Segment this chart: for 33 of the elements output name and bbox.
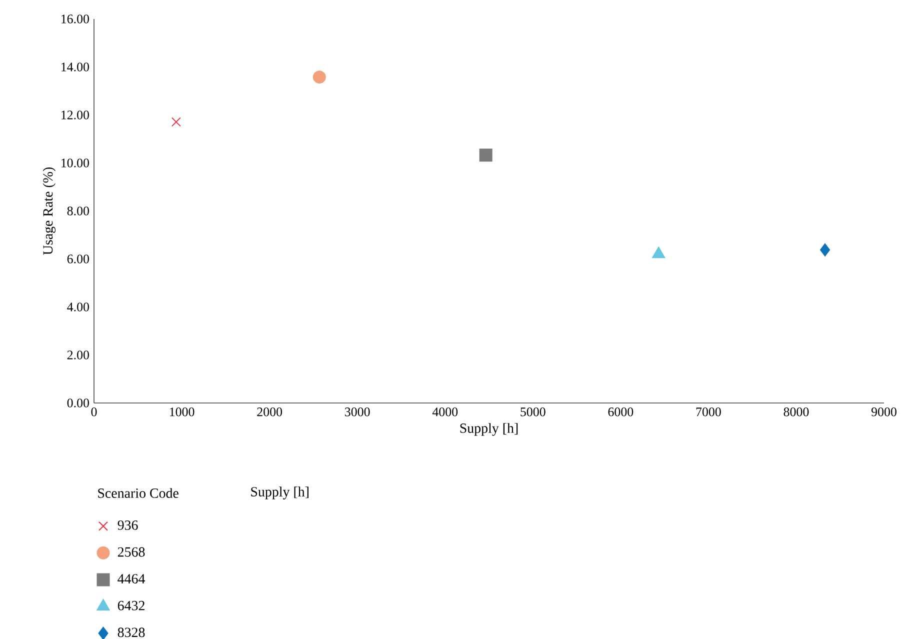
point bbox=[171, 117, 181, 127]
x-tick-label: 8000 bbox=[784, 408, 809, 416]
x-tick-label: 0 bbox=[91, 408, 97, 416]
y-axis-title: Usage Rate (%) bbox=[42, 167, 56, 255]
y-tick-label: 2.00 bbox=[67, 350, 89, 360]
legend-label: 8328 bbox=[118, 628, 145, 638]
y-tick-label: 12.00 bbox=[61, 110, 89, 120]
point bbox=[479, 148, 492, 162]
y-tick-label: 4.00 bbox=[67, 302, 89, 312]
point bbox=[652, 246, 666, 258]
point bbox=[312, 70, 326, 84]
x-tick-label: 4000 bbox=[432, 408, 458, 416]
legend-title: Scenario Code bbox=[98, 488, 178, 498]
legend-label: 2568 bbox=[118, 547, 145, 557]
x-axis-title: Supply [h] bbox=[460, 423, 518, 436]
y-tick-label: 0.00 bbox=[67, 398, 89, 408]
x-tick-label: 1000 bbox=[170, 408, 194, 416]
text: Supply [h] bbox=[251, 486, 308, 500]
legend-label: 936 bbox=[118, 520, 138, 530]
x-tick-label: 2000 bbox=[257, 408, 282, 416]
x-tick-label: 3000 bbox=[345, 408, 370, 416]
x-tick-label: 6000 bbox=[608, 408, 634, 416]
y-tick-label: 10.00 bbox=[61, 158, 89, 168]
x-tick-label: 9000 bbox=[871, 408, 896, 416]
y-tick-label: 6.00 bbox=[67, 254, 89, 264]
point bbox=[820, 243, 830, 256]
legend-label: 6432 bbox=[118, 600, 144, 610]
x-tick-label: 5000 bbox=[520, 408, 546, 416]
legend-label: 4464 bbox=[118, 574, 146, 584]
y-tick-label: 14.00 bbox=[61, 62, 89, 72]
y-tick-label: 8.00 bbox=[67, 206, 89, 216]
y-tick-label: 16.00 bbox=[61, 14, 89, 24]
x-tick-label: 7000 bbox=[696, 408, 721, 416]
